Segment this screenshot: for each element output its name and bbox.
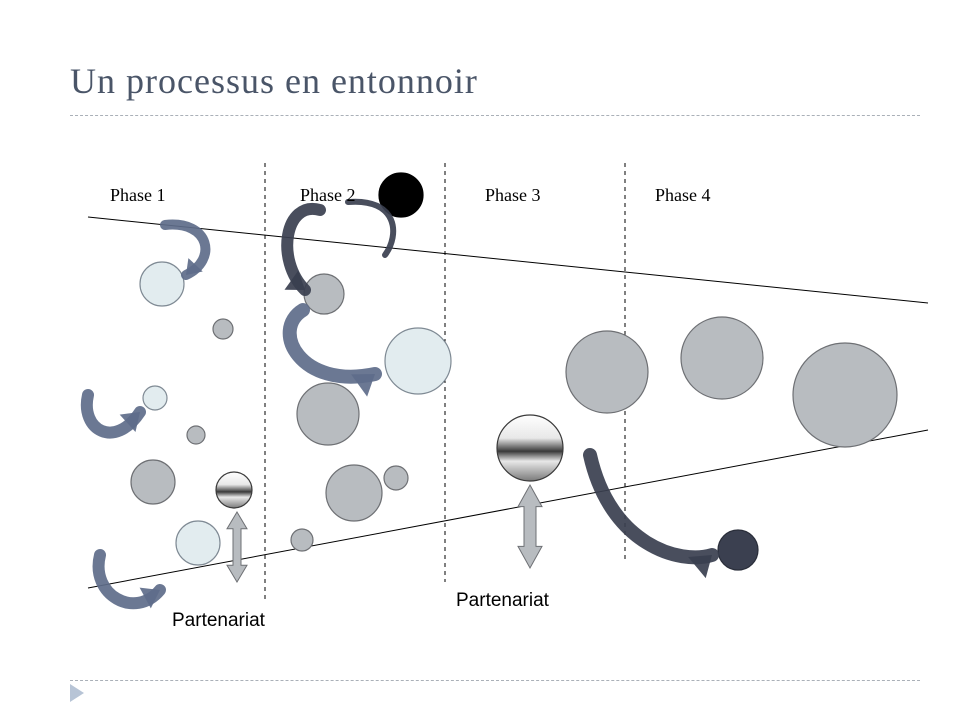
phase-label: Phase 2: [300, 185, 356, 206]
diagram-canvas: [0, 0, 960, 720]
partner-label: Partenariat: [456, 590, 549, 612]
phase-label: Phase 3: [485, 185, 541, 206]
partner-label: Partenariat: [172, 610, 265, 632]
phase-label: Phase 4: [655, 185, 711, 206]
phase-label: Phase 1: [110, 185, 166, 206]
